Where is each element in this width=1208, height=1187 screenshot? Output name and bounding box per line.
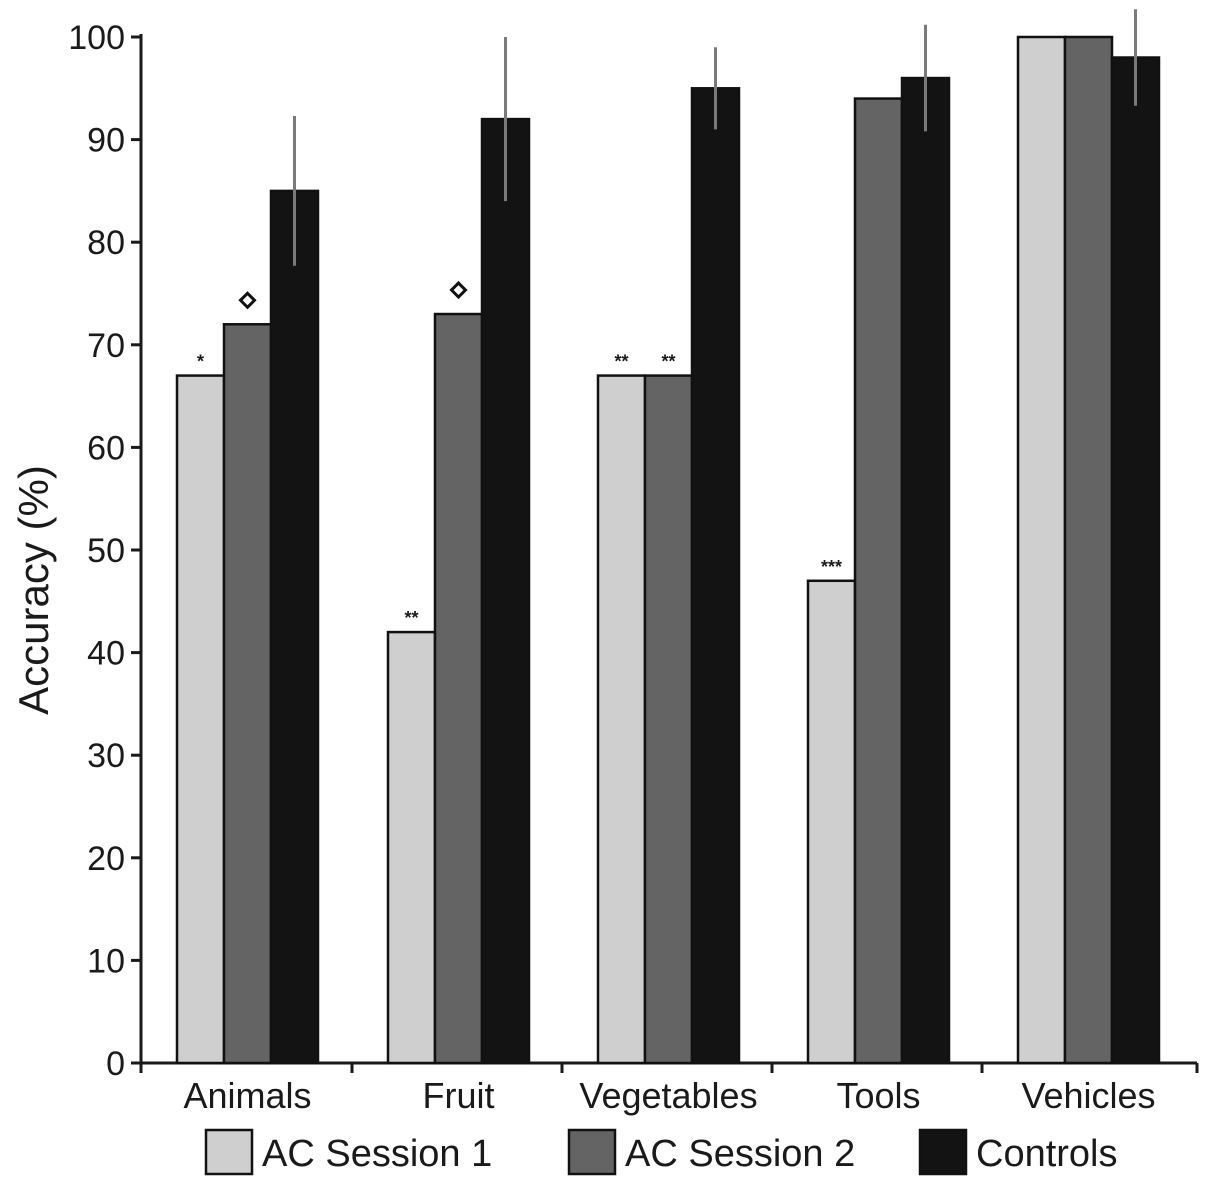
x-tick-label: Vegetables	[579, 1075, 757, 1116]
x-tick-label: Fruit	[423, 1075, 495, 1116]
legend-label-series-3: Controls	[976, 1133, 1118, 1175]
significance-marker-animals: *	[197, 352, 204, 372]
significance-marker-fruit: **	[404, 608, 418, 628]
legend-label-series-2: AC Session 2	[625, 1133, 855, 1175]
bar-tools-series-1	[806, 579, 857, 1065]
bar-animals-series-3	[269, 189, 320, 1065]
bar-fruit-series-3	[480, 117, 531, 1065]
y-tick-label: 10	[87, 942, 125, 980]
legend-swatch-series-2	[567, 1128, 617, 1176]
legend-swatch-series-3	[918, 1128, 968, 1176]
y-tick-label: 40	[87, 635, 125, 673]
x-tick-label: Vehicles	[1021, 1075, 1155, 1116]
y-tick-label: 60	[87, 429, 125, 467]
bar-fruit-series-2	[433, 312, 484, 1065]
bar-vegetables-series-3	[690, 87, 741, 1065]
bar-animals-series-1	[175, 374, 226, 1065]
significance-marker-tools: ***	[821, 557, 842, 577]
significance-diamond-fruit	[449, 280, 468, 300]
bar-vegetables-series-2	[643, 374, 694, 1065]
bar-animals-series-2	[222, 323, 273, 1065]
bar-vehicles-series-2	[1063, 35, 1114, 1065]
x-tick-label: Animals	[183, 1075, 311, 1116]
bar-vehicles-series-3	[1110, 56, 1161, 1065]
bar-vegetables-series-1	[596, 374, 647, 1065]
y-axis-label: Accuracy (%)	[10, 465, 57, 715]
significance-marker-vegetables: **	[614, 352, 628, 372]
bar-vehicles-series-1	[1016, 35, 1067, 1065]
y-tick-label: 50	[87, 532, 125, 570]
y-tick-label: 20	[87, 840, 125, 878]
y-tick-label: 30	[87, 737, 125, 775]
y-tick-label: 80	[87, 224, 125, 262]
y-tick-label: 90	[87, 122, 125, 160]
legend-swatch-series-1	[204, 1128, 254, 1176]
bar-fruit-series-1	[386, 630, 437, 1065]
significance-marker-vegetables: **	[661, 352, 675, 372]
significance-diamond-animals	[238, 291, 257, 310]
bar-tools-series-2	[853, 97, 904, 1065]
legend-label-series-1: AC Session 1	[262, 1133, 492, 1175]
y-tick-label: 0	[106, 1045, 125, 1083]
x-tick-label: Tools	[836, 1075, 920, 1116]
bar-tools-series-3	[900, 76, 951, 1065]
y-axis-title: Accuracy (%)	[10, 465, 57, 715]
legend: AC Session 1 AC Session 2 Controls	[204, 1128, 1118, 1176]
y-tick-label: 100	[68, 19, 125, 57]
y-tick-label: 70	[87, 327, 125, 365]
